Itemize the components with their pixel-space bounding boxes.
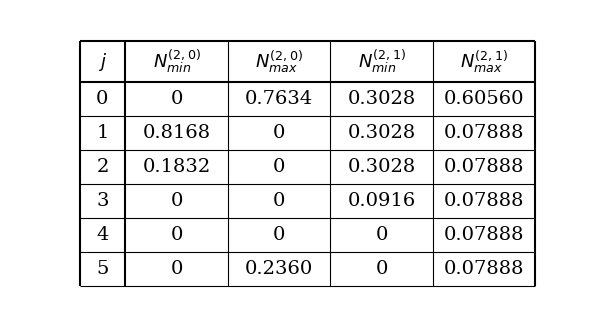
Text: 0.07888: 0.07888	[444, 226, 524, 244]
Text: $N_{max}^{(2,1)}$: $N_{max}^{(2,1)}$	[460, 49, 508, 75]
Text: 0: 0	[273, 124, 285, 142]
Text: 0: 0	[273, 158, 285, 176]
Text: 3: 3	[96, 192, 109, 210]
Text: 0: 0	[273, 192, 285, 210]
Text: 0: 0	[170, 192, 182, 210]
Text: 2: 2	[96, 158, 109, 176]
Text: 0: 0	[376, 226, 388, 244]
Text: 0: 0	[170, 260, 182, 278]
Text: 0.07888: 0.07888	[444, 192, 524, 210]
Text: 0: 0	[170, 226, 182, 244]
Text: 0.3028: 0.3028	[347, 124, 416, 142]
Text: $j$: $j$	[98, 51, 107, 73]
Text: 0: 0	[170, 90, 182, 108]
Text: $N_{min}^{(2,0)}$: $N_{min}^{(2,0)}$	[152, 48, 200, 75]
Text: 0: 0	[376, 260, 388, 278]
Text: 0: 0	[273, 226, 285, 244]
Text: 0.3028: 0.3028	[347, 158, 416, 176]
Text: 0.0916: 0.0916	[347, 192, 416, 210]
Text: 0.07888: 0.07888	[444, 260, 524, 278]
Text: 0: 0	[96, 90, 109, 108]
Text: 0.3028: 0.3028	[347, 90, 416, 108]
Text: 0.2360: 0.2360	[245, 260, 313, 278]
Text: 1: 1	[96, 124, 109, 142]
Text: $N_{min}^{(2,1)}$: $N_{min}^{(2,1)}$	[358, 48, 406, 75]
Text: 0.8168: 0.8168	[142, 124, 211, 142]
Text: $N_{max}^{(2,0)}$: $N_{max}^{(2,0)}$	[255, 49, 303, 75]
Text: 0.7634: 0.7634	[245, 90, 313, 108]
Text: 0.60560: 0.60560	[444, 90, 524, 108]
Text: 4: 4	[96, 226, 109, 244]
Text: 0.1832: 0.1832	[142, 158, 211, 176]
Text: 0.07888: 0.07888	[444, 158, 524, 176]
Text: 0.07888: 0.07888	[444, 124, 524, 142]
Text: 5: 5	[96, 260, 109, 278]
